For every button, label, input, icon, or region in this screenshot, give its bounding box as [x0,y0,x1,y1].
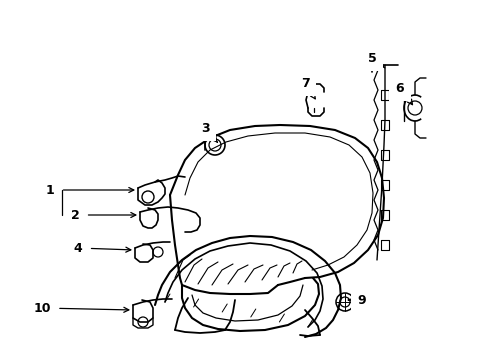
Text: 8: 8 [0,359,1,360]
Text: 4: 4 [74,242,131,255]
Text: 7: 7 [300,77,315,99]
Text: 9: 9 [348,293,366,306]
Text: 6: 6 [395,81,412,105]
Text: 2: 2 [70,208,136,221]
Text: 5: 5 [367,51,384,68]
Text: 10: 10 [33,302,128,315]
Text: 3: 3 [200,122,217,143]
Text: 1: 1 [45,184,134,197]
